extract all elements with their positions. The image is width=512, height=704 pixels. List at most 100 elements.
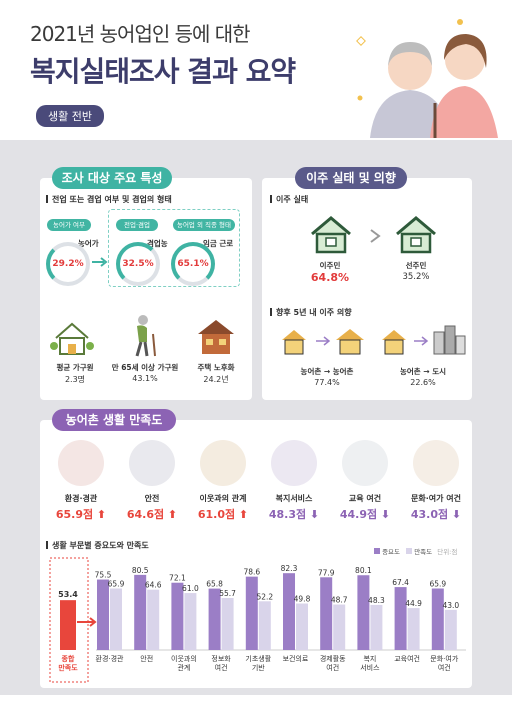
tag-farm-household: 농어가 여부 [47,219,91,231]
bar-0-3 [208,588,221,650]
bar-1-2 [184,593,197,650]
elderly-women-illustration [356,19,498,138]
bar-1-0 [110,588,122,650]
category-label-9-1: 여건 [438,663,451,672]
survey-subtitle: 전업 또는 겸업 여부 및 겸업의 형태 [46,194,172,205]
migrant-label: 이주민 [319,261,341,270]
native-value: 35.2% [402,272,430,282]
satisfaction-illustration-4 [342,440,388,486]
satisfaction-name-1: 안전 [144,494,160,503]
rural-city-label: 농어촌 → 도시 [399,367,446,376]
house-icon [50,322,94,355]
bar-value-1-0: 65.9 [108,579,125,588]
combined-ring: 32.5% [116,242,160,286]
category-label-7-1: 서비스 [360,663,380,672]
combined-value: 32.5% [122,259,154,269]
bar-value-1-9: 43.0 [442,601,459,610]
stat-value-household: 2.3명 [64,375,86,384]
bar-value-0-6: 77.9 [318,568,335,577]
farm-ring: 29.2% [46,242,90,286]
bar-value-0-7: 80.1 [355,566,372,575]
bar-value-0-3: 65.8 [206,580,223,589]
elderly-icon [135,315,156,357]
bar-value-0-5: 82.3 [281,564,298,573]
rural-rural-value: 77.4% [314,378,340,387]
bar-value-1-6: 48.7 [331,596,348,605]
category-label-8-0: 교육여건 [394,654,420,663]
satisfaction-score-4: 44.9점 ⬇ [339,508,391,521]
chart-title: 생활 부문별 중요도와 만족도 [46,540,149,551]
category-label-6-1: 여건 [326,663,339,672]
bar-1-5 [296,603,308,650]
category-label-0-0: 환경·경관 [96,654,125,663]
overall-frame [49,557,89,683]
satisfaction-score-3: 48.3점 ⬇ [268,508,320,521]
category-label-7-0: 복지 [363,654,376,663]
bar-value-0-1: 80.5 [132,566,149,575]
stat-label-housing: 주택 노후화 [197,363,235,372]
rural-to-city-icon [382,325,466,355]
satisfaction-illustration-2 [200,440,246,486]
rural-city-value: 22.6% [410,378,436,387]
category-label-1-0: 안전 [140,654,153,663]
category-label-4-1: 기반 [252,663,265,672]
old-house-icon [198,320,234,354]
tag-combined: 전업·겸업 [116,219,158,231]
bar-value-0-4: 78.6 [243,568,260,577]
satisfaction-panel-title: 농어촌 생활 만족도 [52,409,176,431]
bar-value-1-8: 44.9 [405,599,422,608]
title-line-1: 2021년 농어업인 등에 대한 [30,22,251,46]
arrow-right-icon [92,257,108,267]
satisfaction-illustration-5 [413,440,459,486]
bar-1-9 [444,609,457,650]
satisfaction-illustration-0 [58,440,104,486]
bar-value-1-7: 48.3 [368,596,385,605]
native-label: 선주민 [405,261,427,270]
bar-value-1-5: 49.8 [294,595,311,604]
satisfaction-illustration-1 [129,440,175,486]
category-label-3-1: 여건 [215,663,228,672]
stat-value-elderly: 43.1% [132,374,158,383]
wage-ring: 65.1% [171,242,215,286]
satisfaction-score-2: 61.0점 ⬆ [197,508,249,521]
category-label-3-0: 정보화 [211,654,231,663]
satisfaction-score-0: 65.9점 ⬆ [55,508,107,521]
chart-unit: 단위:점 [437,548,458,556]
tag-other-job: 농어업 외 직종 형태 [173,219,235,231]
category-label-9-0: 문화·여가 [430,654,459,663]
native-house-icon [396,216,436,254]
importance-satisfaction-chart: 53.4종합만족도75.565.9환경·경관80.564.6안전72.161.0… [49,557,466,683]
bar-value-0-9: 65.9 [429,579,446,588]
stat-label-household: 평균 가구원 [56,363,94,372]
category-label-2-1: 관계 [177,663,190,672]
bar-0-9 [431,588,444,650]
bar-value-1-4: 52.2 [256,592,273,601]
section-badge: 생활 전반 [36,105,104,127]
bar-value-0-2: 72.1 [169,574,186,583]
migrant-house-icon [311,216,351,254]
legend-satisfaction: 만족도 [414,548,433,556]
category-label-2-0: 이웃과의 [171,654,197,663]
migration-intent-title: 향후 5년 내 이주 의향 [270,307,352,318]
bar-0-2 [171,582,184,650]
bar-value-1-1: 64.6 [145,581,162,590]
rural-rural-label: 농어촌 → 농어촌 [300,367,354,376]
survey-panel [40,178,252,400]
category-label-6-0: 경제활동 [320,654,346,663]
bar-0-7 [357,575,370,650]
category-label-5-0: 보건의료 [283,654,309,663]
overall-bar [60,600,76,650]
category-label-4-0: 기초생활 [245,654,271,663]
survey-panel-title: 조사 대상 주요 특성 [52,167,172,189]
satisfaction-name-0: 환경·경관 [64,494,98,503]
bar-value-0-0: 75.5 [95,571,112,580]
wage-label: 임금 근로 [203,239,234,248]
stat-label-elderly: 만 65세 이상 가구원 [111,363,179,372]
bar-1-7 [370,604,383,650]
bar-0-8 [394,587,407,650]
combined-label: 겸업농 [147,239,168,248]
bar-value-1-3: 55.7 [219,589,236,598]
satisfaction-name-5: 문화·여가 여건 [411,494,461,503]
migration-panel-title: 이주 실태 및 의향 [295,167,407,189]
bar-0-1 [134,574,147,650]
